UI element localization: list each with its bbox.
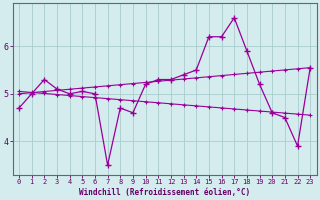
X-axis label: Windchill (Refroidissement éolien,°C): Windchill (Refroidissement éolien,°C) bbox=[79, 188, 250, 197]
